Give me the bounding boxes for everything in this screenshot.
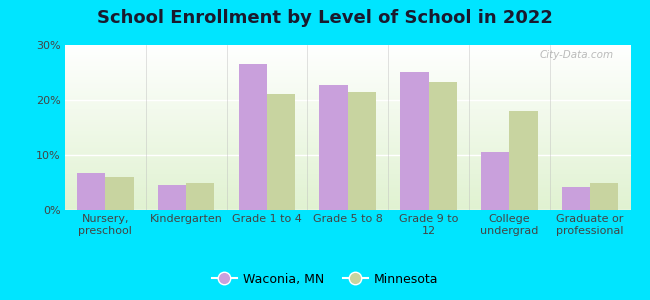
Legend: Waconia, MN, Minnesota: Waconia, MN, Minnesota <box>207 268 443 291</box>
Bar <box>428 82 457 210</box>
Text: School Enrollment by Level of School in 2022: School Enrollment by Level of School in … <box>97 9 553 27</box>
Bar <box>348 92 376 210</box>
Bar <box>510 111 538 210</box>
Text: City-Data.com: City-Data.com <box>540 50 614 60</box>
Bar <box>186 183 214 210</box>
Bar <box>105 177 134 210</box>
Bar <box>562 188 590 210</box>
Bar <box>267 94 295 210</box>
Bar <box>77 173 105 210</box>
Bar <box>320 85 348 210</box>
Bar <box>158 185 186 210</box>
Bar <box>590 183 618 210</box>
Bar <box>481 152 510 210</box>
Bar <box>400 73 428 210</box>
Bar <box>239 64 267 210</box>
